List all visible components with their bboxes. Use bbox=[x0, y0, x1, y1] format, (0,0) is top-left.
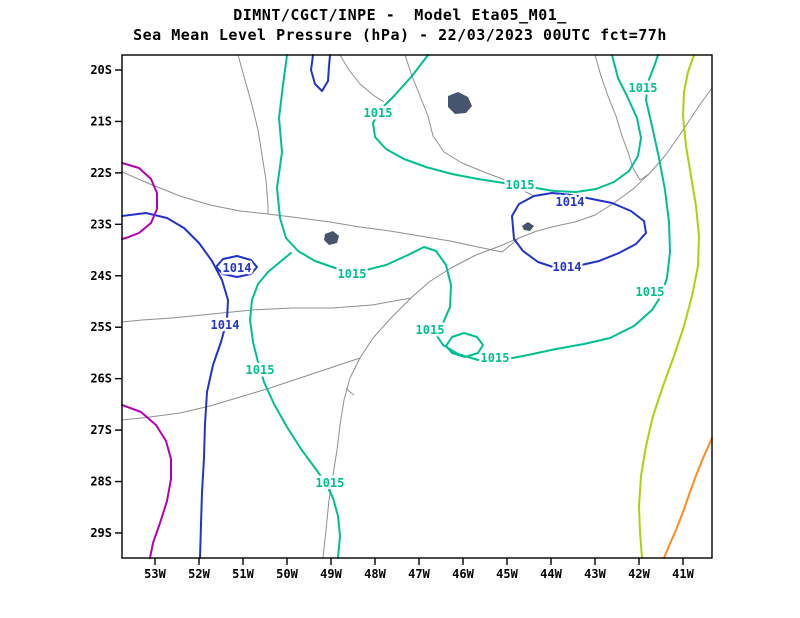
coastline-border-line bbox=[339, 54, 385, 103]
x-tick-label: 45W bbox=[496, 567, 518, 581]
x-tick-label: 51W bbox=[232, 567, 254, 581]
x-tick-label: 50W bbox=[276, 567, 298, 581]
isobar-contour-line bbox=[276, 54, 671, 361]
x-tick-label: 41W bbox=[672, 567, 694, 581]
isobar-contour-line bbox=[215, 255, 258, 278]
coastline-border-line bbox=[404, 54, 535, 197]
isobar-value-label: 1014 bbox=[556, 195, 585, 209]
x-tick-label: 43W bbox=[584, 567, 606, 581]
isobar-value-label: 1015 bbox=[338, 267, 367, 281]
x-tick-label: 42W bbox=[628, 567, 650, 581]
y-tick-label: 25S bbox=[90, 320, 112, 334]
y-tick-label: 24S bbox=[90, 269, 112, 283]
lake-shape bbox=[448, 92, 472, 114]
plot-frame bbox=[121, 54, 713, 559]
x-tick-label: 47W bbox=[408, 567, 430, 581]
isobar-value-label: 1015 bbox=[506, 178, 535, 192]
x-tick-label: 53W bbox=[144, 567, 166, 581]
isobar-contour-line bbox=[249, 252, 341, 559]
y-tick-label: 22S bbox=[90, 166, 112, 180]
lake-shape bbox=[324, 231, 339, 245]
y-tick-label: 29S bbox=[90, 526, 112, 540]
coastline-border-line bbox=[594, 54, 650, 181]
isobar-value-label: 1015 bbox=[316, 476, 345, 490]
y-tick-label: 27S bbox=[90, 423, 112, 437]
x-tick-label: 44W bbox=[540, 567, 562, 581]
y-tick-label: 28S bbox=[90, 475, 112, 489]
coastline-border-line bbox=[121, 297, 412, 323]
isobar-contour-line bbox=[121, 212, 229, 559]
coastline-border-line bbox=[121, 171, 520, 253]
x-tick-label: 48W bbox=[364, 567, 386, 581]
coastline-border-line bbox=[121, 357, 361, 421]
isobar-value-label: 1015 bbox=[636, 285, 665, 299]
x-tick-label: 46W bbox=[452, 567, 474, 581]
x-tick-label: 49W bbox=[320, 567, 342, 581]
map-title-line2: Sea Mean Level Pressure (hPa) - 22/03/20… bbox=[133, 26, 667, 44]
isobar-value-label: 1014 bbox=[223, 261, 252, 275]
x-tick-label: 52W bbox=[188, 567, 210, 581]
lake-shape bbox=[522, 222, 534, 231]
y-tick-label: 20S bbox=[90, 63, 112, 77]
isobar-contour-line bbox=[638, 54, 700, 559]
isobar-value-label: 1014 bbox=[211, 318, 240, 332]
isobar-contour-line bbox=[121, 404, 172, 559]
isobar-contour-line bbox=[445, 332, 484, 358]
isobar-value-label: 1015 bbox=[416, 323, 445, 337]
isobar-contour-line bbox=[511, 192, 647, 269]
isobar-contour-line bbox=[310, 54, 331, 92]
y-tick-label: 23S bbox=[90, 217, 112, 231]
isobar-contour-line bbox=[663, 437, 713, 559]
map-title-line1: DIMNT/CGCT/INPE - Model Eta05_M01_ bbox=[233, 6, 567, 24]
isobar-contour-line bbox=[121, 162, 158, 240]
coastline-border-line bbox=[345, 387, 355, 396]
coastline-border-line bbox=[322, 87, 713, 559]
isobar-value-label: 1014 bbox=[553, 260, 582, 274]
isobar-value-label: 1015 bbox=[364, 106, 393, 120]
isobar-contour-line bbox=[372, 54, 642, 193]
y-tick-label: 21S bbox=[90, 114, 112, 128]
coastline-border-line bbox=[237, 54, 269, 214]
isobar-value-label: 1015 bbox=[629, 81, 658, 95]
y-tick-label: 26S bbox=[90, 372, 112, 386]
isobar-value-label: 1015 bbox=[246, 363, 275, 377]
isobar-value-label: 1015 bbox=[481, 351, 510, 365]
